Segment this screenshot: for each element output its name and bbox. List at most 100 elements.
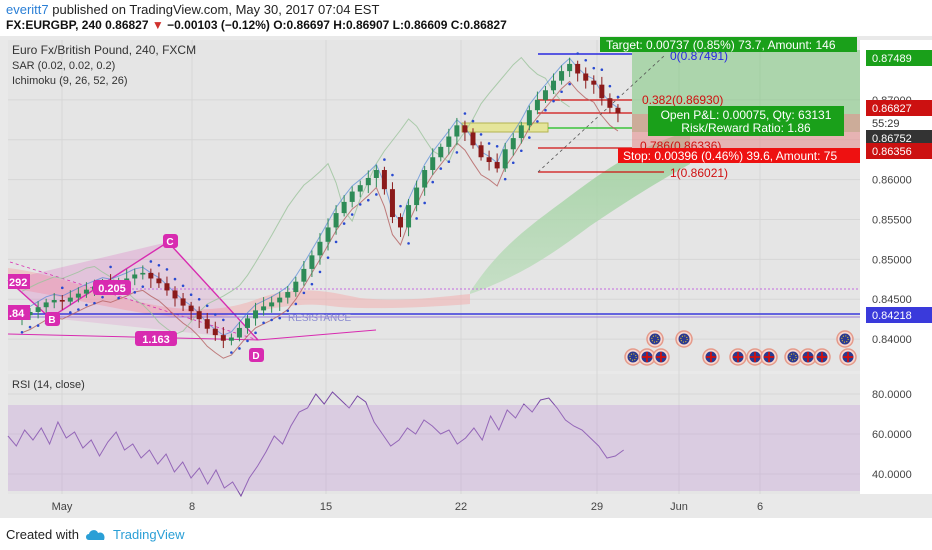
candle-body[interactable] bbox=[583, 73, 589, 81]
stop-label: Stop: 0.00396 (0.46%) 39.6, Amount: 75 bbox=[623, 149, 837, 163]
y-tick-label: 0.86000 bbox=[872, 175, 912, 187]
author-link[interactable]: everitt7 bbox=[6, 2, 49, 17]
candle-body[interactable] bbox=[381, 170, 387, 190]
price-tag-entry bbox=[866, 130, 932, 146]
pnl-box[interactable] bbox=[648, 106, 844, 136]
candle-body[interactable] bbox=[43, 302, 49, 308]
down-arrow-icon: ▼ bbox=[151, 18, 164, 32]
candle-body[interactable] bbox=[414, 187, 420, 206]
candle-body[interactable] bbox=[83, 289, 89, 294]
candle-body[interactable] bbox=[526, 110, 532, 126]
harmonic-pattern[interactable] bbox=[7, 241, 377, 341]
candle-body[interactable] bbox=[325, 227, 331, 242]
eu-flag-icon bbox=[787, 351, 799, 363]
candle-body[interactable] bbox=[317, 241, 323, 256]
candle-body[interactable] bbox=[591, 80, 597, 85]
candle-body[interactable] bbox=[534, 99, 540, 111]
candle-body[interactable] bbox=[406, 205, 412, 228]
eu-stars-icon bbox=[680, 335, 688, 343]
candle-body[interactable] bbox=[67, 297, 73, 302]
candle-body[interactable] bbox=[599, 84, 605, 99]
news-events[interactable] bbox=[624, 330, 857, 366]
sar-dot bbox=[568, 82, 571, 86]
grid bbox=[8, 40, 860, 494]
candle-body[interactable] bbox=[269, 302, 275, 307]
candle-body[interactable] bbox=[470, 132, 476, 146]
candle-body[interactable] bbox=[228, 337, 234, 341]
candle-body[interactable] bbox=[510, 138, 516, 150]
candle-body[interactable] bbox=[253, 310, 259, 319]
sar-dot bbox=[592, 66, 596, 70]
candle-body[interactable] bbox=[59, 300, 65, 302]
candle-body[interactable] bbox=[422, 170, 428, 188]
candle-body[interactable] bbox=[285, 292, 291, 298]
stop-box[interactable] bbox=[618, 148, 860, 163]
highlight-zone[interactable] bbox=[461, 122, 549, 133]
sar-dot bbox=[278, 316, 282, 320]
candle-body[interactable] bbox=[261, 306, 267, 311]
sar-dot bbox=[431, 180, 435, 184]
eu-flag-icon bbox=[839, 333, 851, 345]
ratio-badge-1163 bbox=[135, 331, 177, 346]
candle-body[interactable] bbox=[75, 293, 81, 298]
candle-body[interactable] bbox=[132, 274, 138, 279]
candle-body[interactable] bbox=[567, 63, 573, 72]
candle-body[interactable] bbox=[309, 255, 315, 269]
candle-body[interactable] bbox=[244, 318, 250, 328]
candle-body[interactable] bbox=[365, 177, 371, 186]
candle-body[interactable] bbox=[349, 191, 355, 202]
candle-body[interactable] bbox=[220, 335, 226, 341]
candle-body[interactable] bbox=[196, 311, 202, 320]
candle-body[interactable] bbox=[277, 297, 283, 303]
candle-body[interactable] bbox=[454, 125, 460, 137]
eu-stars-icon bbox=[629, 353, 637, 361]
candle-body[interactable] bbox=[430, 157, 436, 171]
candle-body[interactable] bbox=[518, 125, 524, 139]
candle-body[interactable] bbox=[615, 107, 621, 114]
candle-body[interactable] bbox=[542, 90, 548, 100]
price-tag-last-text: 0.86827 bbox=[872, 103, 912, 115]
chart-frame[interactable]: C B D 0.205 1.163 292 .84 RESISTANCE 0(0… bbox=[0, 36, 932, 518]
candle-body[interactable] bbox=[51, 300, 57, 303]
candle-body[interactable] bbox=[301, 268, 307, 282]
candle-body[interactable] bbox=[293, 281, 299, 293]
candle-body[interactable] bbox=[438, 146, 444, 158]
sar-dot bbox=[600, 68, 604, 72]
candle-body[interactable] bbox=[172, 290, 178, 299]
candle-body[interactable] bbox=[551, 80, 557, 91]
target-box[interactable] bbox=[600, 37, 857, 52]
candle-body[interactable] bbox=[188, 305, 194, 312]
candle-body[interactable] bbox=[389, 189, 395, 218]
candle-body[interactable] bbox=[35, 307, 41, 312]
candle-body[interactable] bbox=[156, 278, 162, 284]
candle-body[interactable] bbox=[212, 328, 218, 336]
candle-body[interactable] bbox=[398, 217, 404, 228]
candle-body[interactable] bbox=[204, 319, 210, 329]
candle-body[interactable] bbox=[607, 98, 613, 108]
candle-body[interactable] bbox=[502, 149, 508, 169]
rsi-tick-label: 80.0000 bbox=[872, 389, 912, 401]
sar-dot bbox=[157, 263, 161, 267]
sar-dot bbox=[383, 158, 386, 161]
candle-body[interactable] bbox=[164, 283, 170, 291]
candle-body[interactable] bbox=[559, 71, 565, 81]
chart-canvas[interactable]: C B D 0.205 1.163 292 .84 RESISTANCE 0(0… bbox=[0, 36, 932, 518]
candle-body[interactable] bbox=[494, 162, 500, 169]
candle-body[interactable] bbox=[357, 185, 363, 192]
price-tag-target-text: 0.87489 bbox=[872, 53, 912, 65]
candle-body[interactable] bbox=[446, 136, 452, 147]
candle-body[interactable] bbox=[148, 272, 154, 279]
candle-body[interactable] bbox=[180, 298, 186, 306]
candle-body[interactable] bbox=[478, 145, 484, 158]
candle-body[interactable] bbox=[27, 311, 33, 316]
candle-body[interactable] bbox=[333, 213, 339, 228]
sar-dot bbox=[536, 120, 539, 123]
tradingview-link[interactable]: TradingView bbox=[113, 527, 185, 542]
candle-body[interactable] bbox=[486, 157, 492, 163]
candle-body[interactable] bbox=[140, 272, 146, 275]
candle-body[interactable] bbox=[373, 170, 379, 178]
candle-body[interactable] bbox=[341, 201, 347, 214]
candle-body[interactable] bbox=[236, 327, 242, 338]
candle-body[interactable] bbox=[575, 63, 581, 74]
candle-body[interactable] bbox=[462, 125, 468, 133]
